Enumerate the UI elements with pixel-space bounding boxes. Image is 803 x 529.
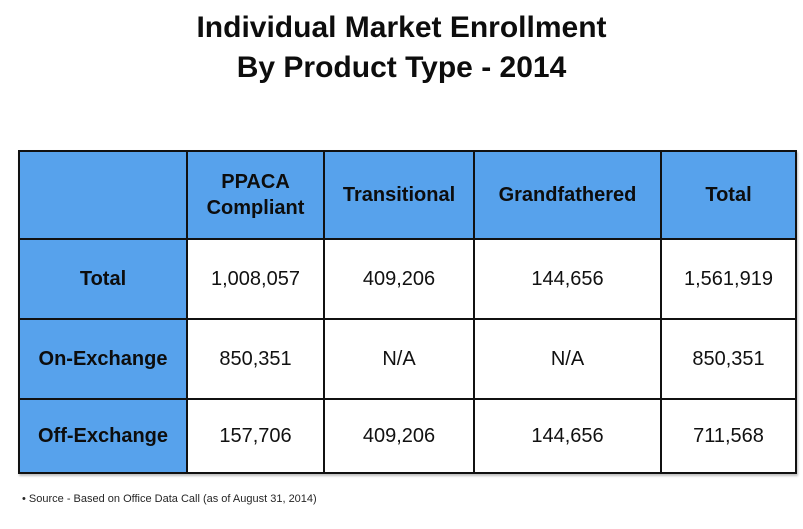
title-line-1: Individual Market Enrollment [196,11,607,44]
row-label-off-exchange: Off-Exchange [18,398,188,474]
header-cell-ppaca-compliant: PPACA Compliant [186,150,325,240]
table-row: On-Exchange 850,351 N/A N/A 850,351 [18,318,797,400]
source-note: • Source - Based on Office Data Call (as… [22,493,317,505]
cell-onexchange-ppaca: 850,351 [186,318,325,400]
header-cell-transitional: Transitional [323,150,475,240]
cell-onexchange-total: 850,351 [660,318,797,400]
cell-offexchange-ppaca: 157,706 [186,398,325,474]
cell-onexchange-transitional: N/A [323,318,475,400]
table-row: Total 1,008,057 409,206 144,656 1,561,91… [18,238,797,320]
row-label-on-exchange: On-Exchange [18,318,188,400]
cell-total-transitional: 409,206 [323,238,475,320]
title-line-2: By Product Type - 2014 [236,51,567,84]
table-header-row: PPACA Compliant Transitional Grandfather… [18,150,797,240]
cell-onexchange-grandfathered: N/A [473,318,662,400]
cell-offexchange-transitional: 409,206 [323,398,475,474]
cell-offexchange-grandfathered: 144,656 [473,398,662,474]
enrollment-table: PPACA Compliant Transitional Grandfather… [18,150,797,474]
cell-total-grandfathered: 144,656 [473,238,662,320]
cell-total-ppaca: 1,008,057 [186,238,325,320]
header-cell-grandfathered: Grandfathered [473,150,662,240]
cell-offexchange-total: 711,568 [660,398,797,474]
row-label-total: Total [18,238,188,320]
header-cell-total: Total [660,150,797,240]
header-cell-blank [18,150,188,240]
table-row: Off-Exchange 157,706 409,206 144,656 711… [18,398,797,474]
cell-total-total: 1,561,919 [660,238,797,320]
page-title: Individual Market Enrollment By Product … [0,8,803,88]
